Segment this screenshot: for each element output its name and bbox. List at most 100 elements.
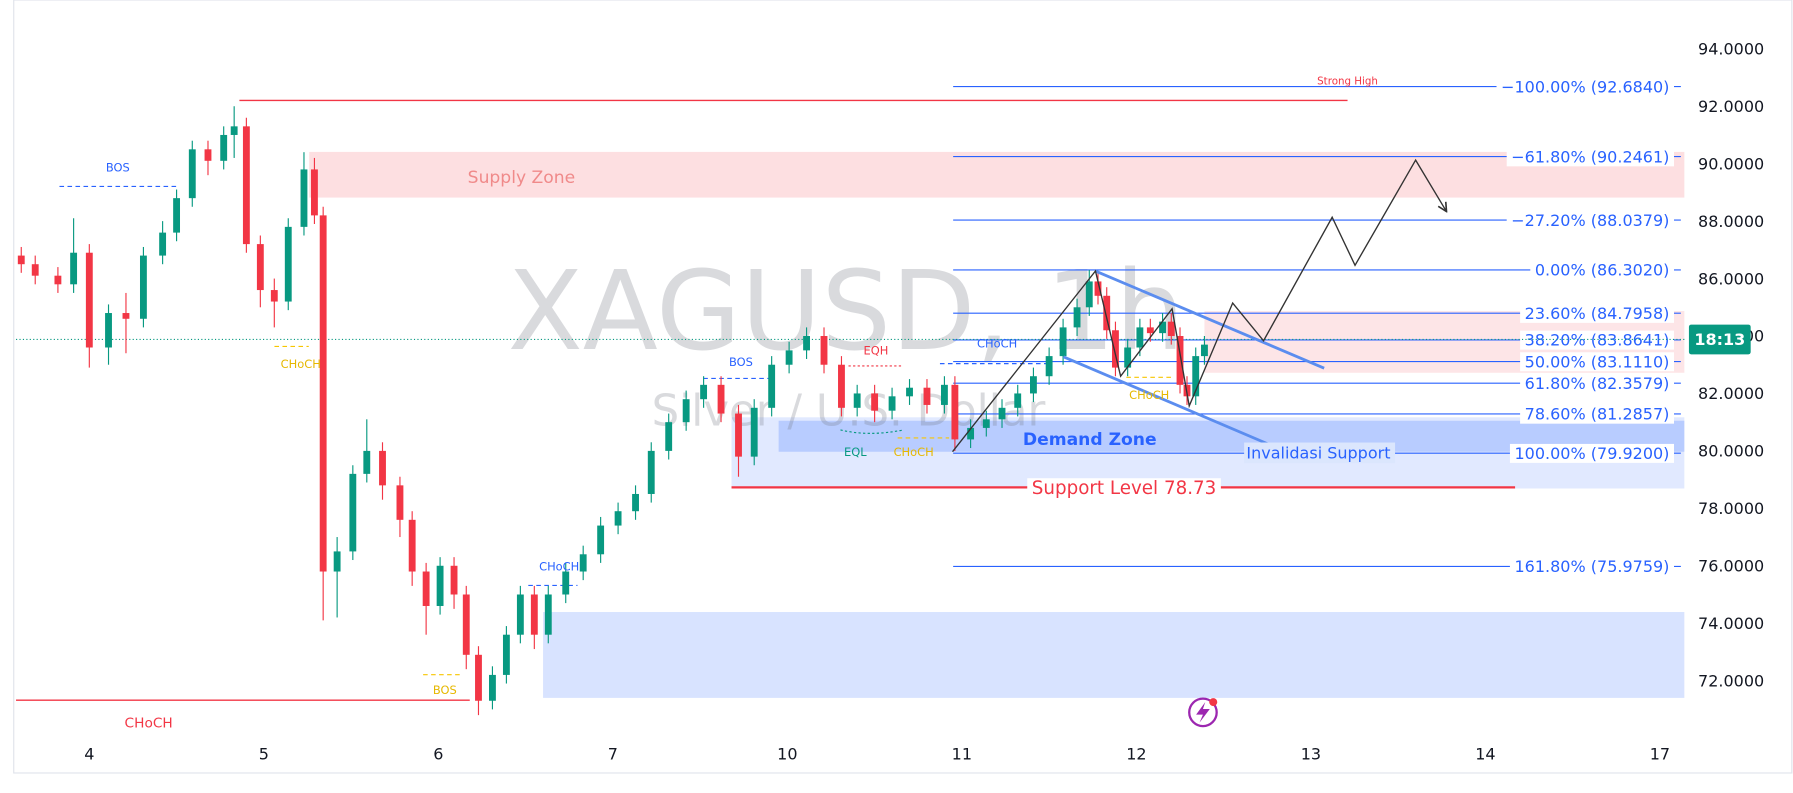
alert-icon[interactable] bbox=[1188, 697, 1218, 728]
y-tick-label: 82.0000 bbox=[1698, 384, 1764, 403]
candle-body bbox=[284, 226, 292, 302]
candle-body bbox=[1059, 327, 1067, 357]
candle-body bbox=[105, 313, 112, 348]
candle-body bbox=[363, 450, 371, 474]
zone-label: Demand Zone bbox=[1023, 430, 1157, 450]
channel bbox=[1062, 269, 1325, 451]
candle-body bbox=[173, 198, 181, 233]
candle-body bbox=[923, 387, 931, 405]
candle-body bbox=[1014, 393, 1022, 408]
y-tick-label: 86.0000 bbox=[1698, 269, 1764, 288]
level-label: Support Level 78.73 bbox=[1032, 478, 1216, 499]
candle-body bbox=[1112, 330, 1119, 368]
fib-label-bg bbox=[1530, 260, 1675, 280]
candle-body bbox=[349, 473, 357, 552]
candle-body bbox=[408, 519, 416, 572]
zone bbox=[309, 151, 1685, 198]
candle-body bbox=[475, 654, 482, 701]
candle-body bbox=[951, 384, 959, 440]
candle-body bbox=[735, 413, 742, 457]
candle-body bbox=[1103, 295, 1111, 331]
candle-body bbox=[396, 485, 404, 520]
candle-body bbox=[220, 134, 228, 161]
candle-body bbox=[516, 594, 524, 635]
candle-body bbox=[967, 427, 975, 440]
candle-body bbox=[85, 252, 93, 348]
fib-label: 161.80% (75.9759) bbox=[1515, 557, 1670, 576]
x-tick-label: 17 bbox=[1650, 744, 1670, 763]
candle-body bbox=[1136, 327, 1144, 348]
candle-body bbox=[436, 565, 444, 606]
candle-body bbox=[871, 393, 879, 411]
candle-body bbox=[1124, 347, 1132, 368]
x-tick-label: 5 bbox=[259, 744, 269, 763]
last-price-tag bbox=[1688, 324, 1751, 355]
candle-body bbox=[700, 384, 708, 400]
candle-body bbox=[1085, 281, 1093, 308]
fib-label-bg bbox=[1520, 404, 1675, 424]
fib-label: 61.80% (82.3579) bbox=[1525, 374, 1670, 393]
fib-label: 23.60% (84.7958) bbox=[1525, 304, 1670, 323]
fib-label: 0.00% (86.3020) bbox=[1535, 261, 1670, 280]
annotation: CHoCH bbox=[281, 357, 321, 371]
candle-body bbox=[803, 336, 810, 351]
candle-body bbox=[838, 364, 845, 408]
annotation: CHoCH bbox=[1129, 388, 1169, 402]
watermark-title: XAGUSD, 1h bbox=[508, 247, 1185, 375]
candle-body bbox=[204, 149, 212, 161]
candle-body bbox=[906, 387, 913, 397]
candle-body bbox=[562, 571, 570, 595]
candle-body bbox=[632, 493, 639, 512]
fib-label-bg bbox=[1520, 352, 1675, 372]
watermark-subtitle: Silver / U.S. Dollar bbox=[652, 386, 1046, 436]
candle-body bbox=[159, 232, 167, 256]
annotation: BOS bbox=[106, 161, 130, 175]
candle-body bbox=[1167, 321, 1175, 337]
annotation: BOS bbox=[729, 355, 753, 369]
zone-label: Supply Zone bbox=[468, 168, 575, 188]
y-tick-label: 94.0000 bbox=[1698, 40, 1764, 59]
candle-body bbox=[319, 215, 327, 572]
y-tick-label: 74.0000 bbox=[1698, 614, 1764, 633]
fib-label: 50.00% (83.1110) bbox=[1525, 352, 1670, 371]
fib-label: −27.20% (88.0379) bbox=[1511, 211, 1669, 230]
candle-body bbox=[270, 290, 278, 302]
candle-body bbox=[1094, 281, 1102, 296]
candle-body bbox=[489, 674, 496, 701]
fib-label: 38.20% (83.8641) bbox=[1525, 331, 1670, 350]
candle-body bbox=[242, 126, 250, 245]
y-tick-label: 88.0000 bbox=[1698, 212, 1764, 231]
annotation: Invalidasi Support bbox=[1246, 444, 1390, 463]
candle-body bbox=[665, 422, 673, 451]
y-tick-label: 90.0000 bbox=[1698, 154, 1764, 173]
fib-label-bg bbox=[1509, 443, 1675, 463]
fib-label-bg bbox=[1520, 373, 1675, 393]
x-tick-label: 13 bbox=[1301, 744, 1321, 763]
candle-body bbox=[422, 571, 430, 606]
candle-body bbox=[1201, 344, 1208, 357]
fib-label-bg bbox=[1506, 147, 1675, 167]
candle-body bbox=[333, 551, 341, 572]
fib-label: 78.60% (81.2857) bbox=[1525, 405, 1670, 424]
candle-body bbox=[682, 399, 690, 423]
candle-body bbox=[820, 336, 828, 365]
y-tick-label: 92.0000 bbox=[1698, 97, 1764, 116]
candle-body bbox=[450, 565, 458, 595]
candle-body bbox=[54, 275, 62, 285]
candle-body bbox=[530, 594, 538, 635]
candle-body bbox=[768, 364, 776, 408]
candle-body bbox=[544, 594, 552, 635]
candle-body bbox=[122, 313, 130, 319]
fib-label: −100.00% (92.6840) bbox=[1501, 77, 1669, 96]
candle-body bbox=[1029, 376, 1037, 394]
candle-body bbox=[502, 634, 510, 675]
candle-body bbox=[717, 384, 725, 414]
candle-body bbox=[256, 244, 264, 291]
x-tick-label: 12 bbox=[1126, 744, 1146, 763]
frame bbox=[13, 0, 1793, 774]
x-tick-label: 7 bbox=[608, 744, 618, 763]
y-tick-label: 76.0000 bbox=[1698, 556, 1764, 575]
label-bg bbox=[1244, 442, 1396, 464]
